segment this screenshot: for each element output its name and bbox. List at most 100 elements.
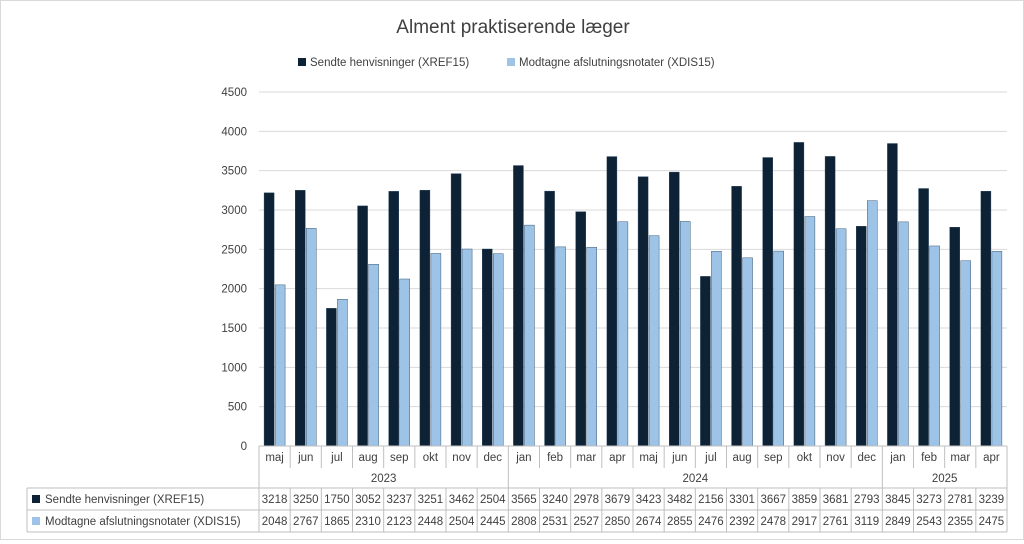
data-label: 3681 — [823, 494, 849, 506]
bar-xdis15 — [430, 253, 442, 447]
bar-xref15 — [419, 190, 431, 447]
x-tick-label: nov — [452, 452, 471, 464]
bar-xref15 — [388, 191, 399, 447]
x-tick-label: feb — [921, 452, 937, 464]
data-label: 2978 — [573, 494, 599, 506]
data-label: 3240 — [542, 494, 568, 506]
x-tick-label: maj — [639, 452, 658, 464]
bar-xdis15 — [711, 251, 722, 447]
bar-xdis15 — [804, 216, 816, 447]
data-label: 3679 — [605, 494, 631, 506]
data-label: 2674 — [636, 516, 662, 528]
bar-xref15 — [762, 157, 773, 447]
bar-xdis15 — [648, 235, 660, 447]
bar-xref15 — [793, 142, 805, 447]
x-tick-label: feb — [547, 452, 563, 464]
x-tick-label: jan — [889, 452, 905, 464]
bar-xdis15 — [742, 257, 753, 447]
x-tick-label: okt — [797, 452, 813, 464]
table-legend-swatch — [32, 495, 40, 503]
x-tick-label: dec — [483, 452, 502, 464]
table-series-label: Sendte henvisninger (XREF15) — [45, 494, 204, 506]
x-tick-label: dec — [857, 452, 876, 464]
data-label: 2392 — [729, 516, 755, 528]
data-label: 2849 — [885, 516, 911, 528]
bar-xref15 — [606, 156, 618, 447]
table-legend-swatch — [32, 517, 40, 525]
legend-swatch-xdis15 — [507, 58, 515, 66]
bar-xdis15 — [586, 247, 597, 447]
x-tick-label: mar — [576, 452, 596, 464]
data-label: 3462 — [449, 494, 475, 506]
data-label: 2527 — [573, 516, 599, 528]
data-label: 3239 — [979, 494, 1005, 506]
bar-xdis15 — [555, 246, 566, 447]
x-tick-label: nov — [826, 452, 845, 464]
bar-xref15 — [949, 227, 960, 447]
bar-xref15 — [918, 188, 929, 447]
bar-xdis15 — [306, 228, 317, 447]
data-label: 1750 — [324, 494, 350, 506]
bar-xdis15 — [493, 253, 504, 447]
bar-xdis15 — [835, 228, 847, 447]
data-label: 3859 — [792, 494, 818, 506]
data-label: 2504 — [480, 494, 506, 506]
data-label: 2531 — [542, 516, 568, 528]
bar-xref15 — [731, 186, 742, 447]
y-tick-label: 2000 — [221, 284, 247, 296]
bar-xref15 — [856, 226, 867, 447]
bar-xref15 — [824, 156, 836, 447]
data-label: 3273 — [916, 494, 942, 506]
bar-xdis15 — [867, 200, 878, 447]
bar-xref15 — [513, 165, 524, 447]
bar-xdis15 — [960, 260, 971, 447]
data-label: 1865 — [324, 516, 350, 528]
bar-xref15 — [637, 176, 649, 447]
bar-xdis15 — [898, 221, 909, 447]
bar-xdis15 — [337, 299, 348, 447]
data-label: 2793 — [854, 494, 880, 506]
data-label: 2808 — [511, 516, 537, 528]
legend-label-xref15: Sendte henvisninger (XREF15) — [310, 57, 469, 69]
data-label: 3423 — [636, 494, 662, 506]
bar-xdis15 — [274, 284, 286, 447]
data-label: 2917 — [792, 516, 818, 528]
year-label: 2024 — [683, 473, 709, 485]
data-label: 2048 — [262, 516, 288, 528]
x-tick-label: jan — [515, 452, 531, 464]
x-tick-label: apr — [609, 452, 626, 464]
x-tick-label: maj — [265, 452, 284, 464]
data-label: 2767 — [293, 516, 319, 528]
bar-xdis15 — [524, 224, 535, 447]
data-label: 3301 — [729, 494, 755, 506]
bar-xref15 — [669, 171, 680, 447]
data-label: 3251 — [418, 494, 444, 506]
y-tick-label: 4000 — [221, 126, 247, 138]
data-label: 3482 — [667, 494, 693, 506]
bar-xdis15 — [773, 250, 784, 447]
data-label: 2355 — [947, 516, 973, 528]
data-label: 3565 — [511, 494, 537, 506]
data-label: 2476 — [698, 516, 724, 528]
bar-xdis15 — [680, 221, 691, 447]
data-label: 2781 — [947, 494, 973, 506]
legend-label-xdis15: Modtagne afslutningsnotater (XDIS15) — [519, 57, 715, 69]
data-label: 3667 — [760, 494, 786, 506]
x-tick-label: apr — [983, 452, 1000, 464]
bar-xref15 — [295, 190, 306, 447]
bar-xref15 — [450, 173, 462, 447]
year-label: 2025 — [932, 473, 958, 485]
x-tick-label: jun — [297, 452, 313, 464]
table-series-label: Modtagne afslutningsnotater (XDIS15) — [45, 516, 241, 528]
bar-xdis15 — [991, 251, 1003, 447]
x-tick-label: jul — [330, 452, 343, 464]
x-tick-label: mar — [950, 452, 970, 464]
data-label: 2478 — [760, 516, 786, 528]
bar-xref15 — [980, 190, 992, 447]
bar-xdis15 — [368, 264, 379, 447]
x-tick-label: aug — [732, 452, 751, 464]
y-tick-label: 2500 — [221, 244, 247, 256]
data-label: 3218 — [262, 494, 288, 506]
bar-xdis15 — [461, 248, 473, 447]
data-label: 2310 — [355, 516, 381, 528]
